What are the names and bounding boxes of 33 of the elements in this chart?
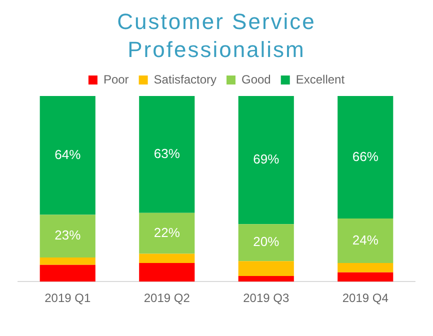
x-tick-label: 2019 Q1 [44,291,91,306]
bar [40,264,96,282]
bar [338,272,394,282]
x-tick-label: 2019 Q2 [144,291,190,306]
data-label: 20% [253,234,280,250]
x-tick-label: 2019 Q4 [342,291,389,306]
bar [40,257,96,265]
legend-label: Poor [103,72,129,86]
bar [338,263,394,272]
chart-title: Customer Service Professionalism [116,8,317,64]
data-label: 66% [352,148,379,164]
data-label: 22% [154,224,180,240]
bar [40,96,96,215]
data-label: 69% [253,152,280,167]
bar [238,96,294,224]
bar [238,276,294,282]
bar [338,218,394,264]
legend-label: Excellent [296,72,346,86]
bar [139,263,195,282]
bar [139,96,195,213]
legend-label: Good [241,72,271,86]
x-tick-label: 2019 Q3 [243,291,290,306]
data-label: 24% [352,232,379,248]
bar [238,261,294,276]
data-label: 23% [54,228,82,243]
bar [338,96,394,218]
bar [139,212,195,254]
bar [238,224,294,262]
data-label: 64% [54,146,82,162]
bar [139,254,195,264]
data-label: 63% [154,146,180,162]
bar [40,214,96,258]
legend-label: Satisfactory [154,72,217,86]
